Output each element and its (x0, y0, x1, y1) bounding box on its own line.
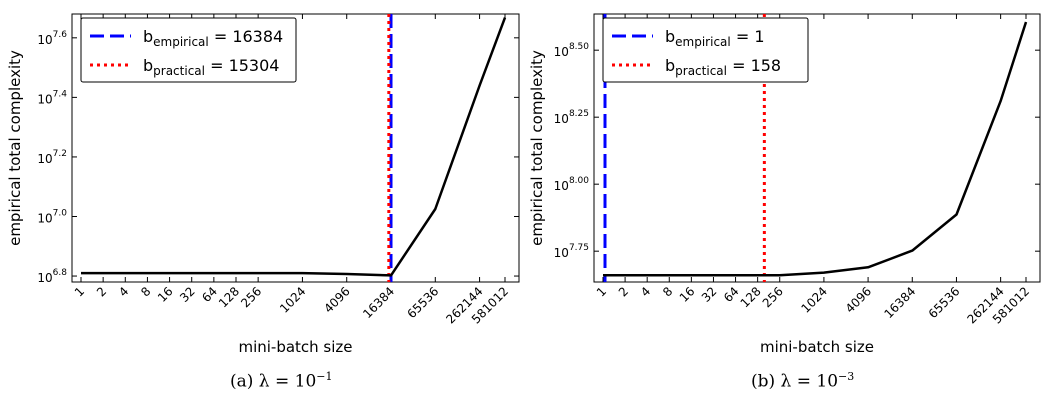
y-tick-label: 107.4 (37, 89, 67, 106)
legend-label-practical: bpractical = 158 (665, 56, 781, 78)
y-tick-label: 108.50 (554, 42, 590, 59)
legend-box (80, 17, 297, 83)
legend-label-empirical: bempirical = 16384 (143, 27, 283, 49)
x-tick-label: 8 (660, 284, 675, 299)
x-tick-label: 16 (155, 284, 176, 305)
caption-a: (a) λ = 10−1 (230, 370, 333, 392)
legend: bempirical = 1 bpractical = 158 (602, 17, 809, 83)
y-axis-label: empirical total complexity (528, 50, 546, 246)
x-tick-label: 1 (594, 284, 609, 299)
plot-frame (71, 13, 520, 283)
x-tick-label: 1 (72, 284, 87, 299)
plot-frame (593, 13, 1041, 283)
x-tick-label: 128 (216, 284, 242, 310)
y-tick-label: 106.8 (37, 268, 67, 285)
caption-b: (b) λ = 10−3 (751, 370, 855, 392)
y-tick-label: 108.00 (554, 176, 590, 193)
legend-label-practical: bpractical = 15304 (143, 56, 279, 78)
y-tick-label: 107.0 (37, 208, 67, 225)
x-tick-label: 16384 (881, 284, 918, 321)
x-axis-label: mini-batch size (760, 338, 874, 356)
x-tick-label: 4096 (321, 284, 352, 315)
x-tick-label: 4096 (843, 284, 874, 315)
x-tick-label: 1024 (799, 284, 830, 315)
x-tick-label: 4 (116, 284, 131, 299)
y-tick-label: 107.2 (37, 149, 67, 166)
x-tick-label: 8 (138, 284, 153, 299)
x-tick-label: 4 (638, 284, 653, 299)
legend-box (602, 17, 809, 83)
x-tick-label: 256 (760, 284, 786, 310)
y-tick-label: 107.6 (37, 30, 67, 47)
x-tick-label: 32 (177, 284, 198, 305)
x-axis-label: mini-batch size (238, 338, 352, 356)
y-tick-label: 108.25 (554, 109, 589, 126)
x-tick-label: 1024 (277, 284, 308, 315)
x-tick-label: 32 (699, 284, 720, 305)
y-tick-label: 107.75 (554, 243, 589, 260)
x-tick-label: 65536 (405, 284, 442, 321)
legend: bempirical = 16384 bpractical = 15304 (80, 17, 297, 83)
legend-label-empirical: bempirical = 1 (665, 27, 765, 49)
x-tick-label: 16384 (360, 284, 397, 321)
x-tick-label: 256 (238, 284, 264, 310)
x-tick-label: 2 (94, 284, 109, 299)
x-tick-label: 65536 (926, 284, 963, 321)
x-tick-label: 16 (677, 284, 698, 305)
x-tick-label: 128 (738, 284, 764, 310)
x-tick-label: 2 (616, 284, 631, 299)
y-axis-label: empirical total complexity (6, 50, 24, 246)
